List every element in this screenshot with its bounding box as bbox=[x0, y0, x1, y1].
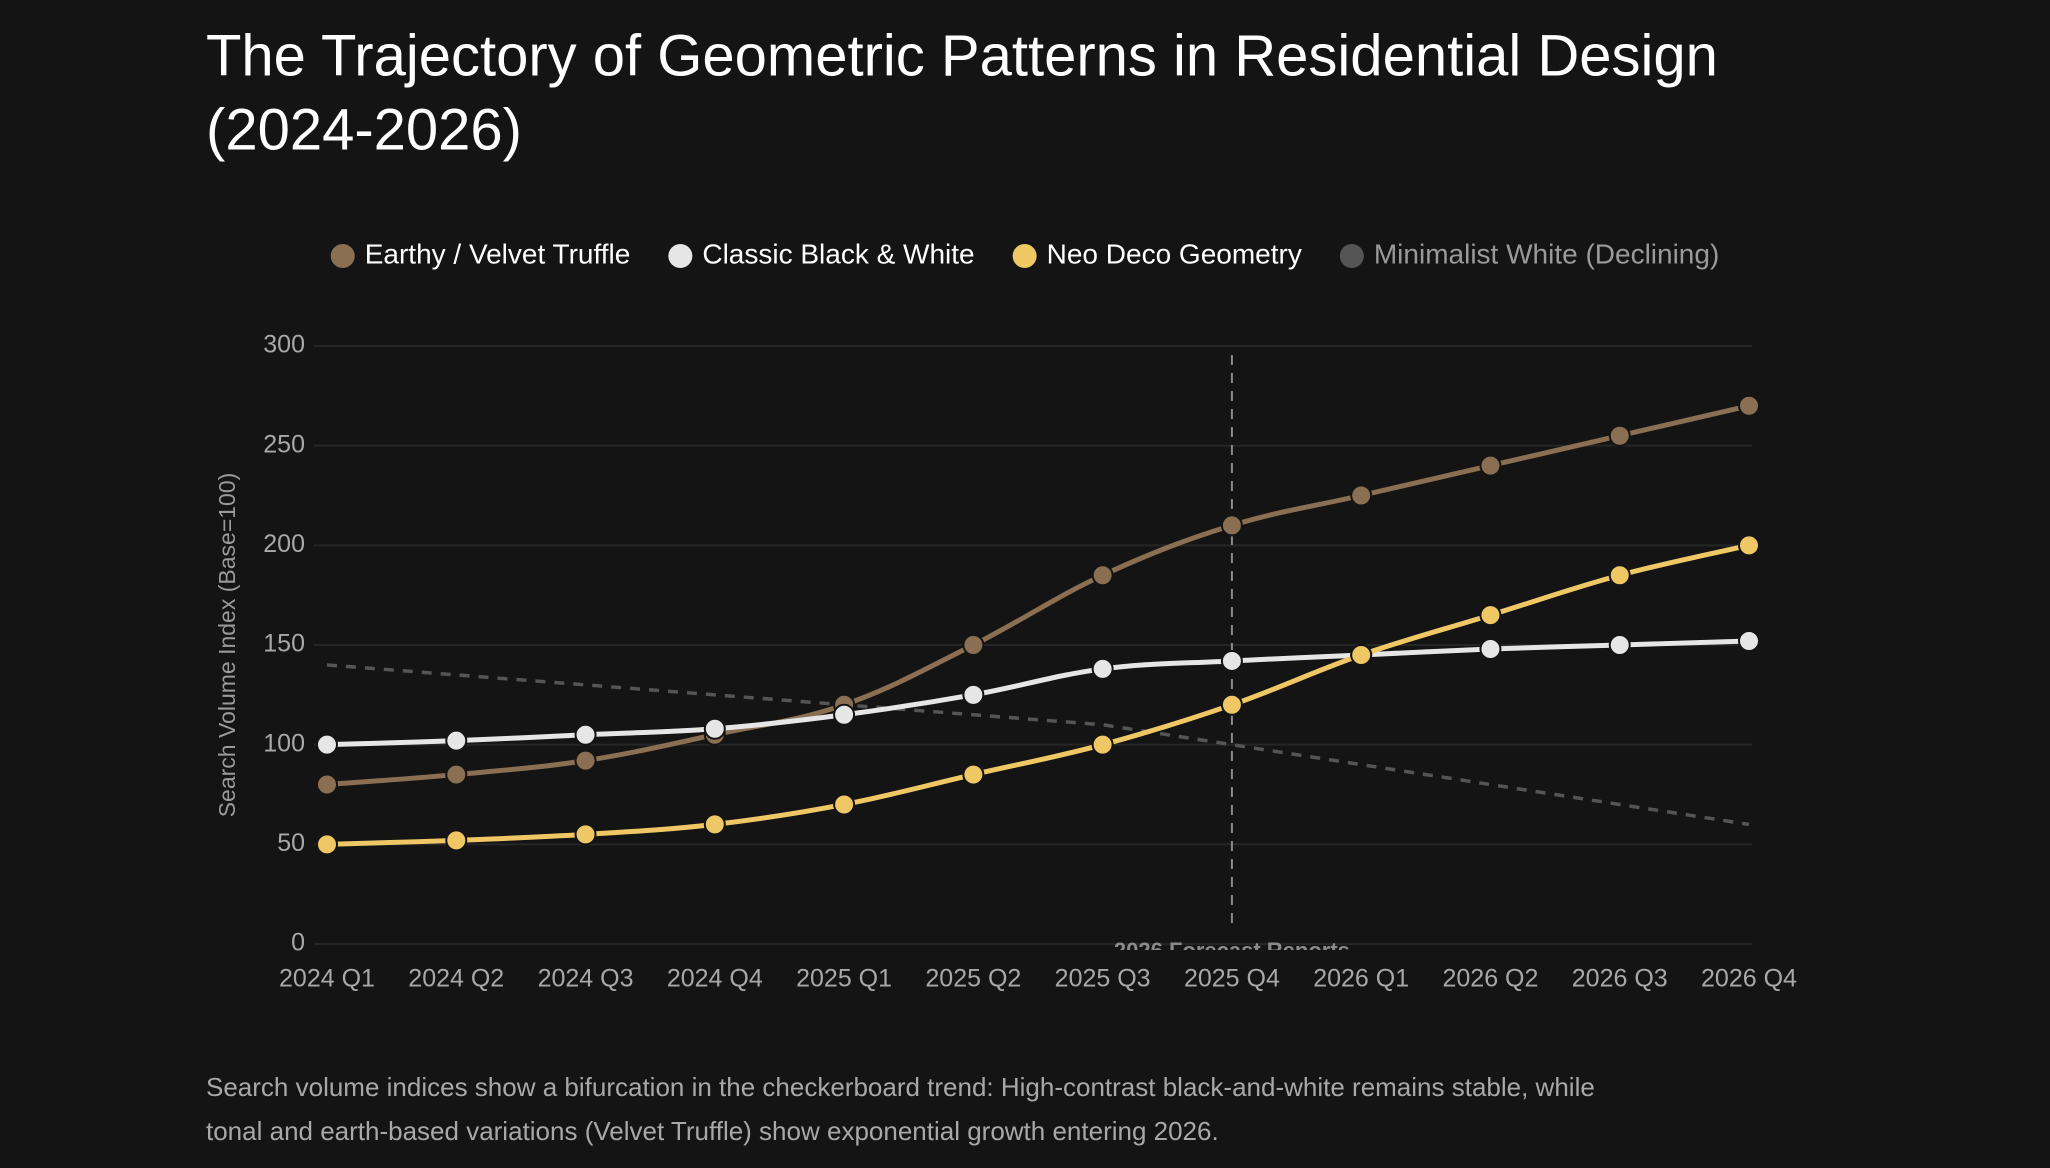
caption: Search volume indices show a bifurcation… bbox=[206, 1072, 1595, 1102]
y-tick-label: 200 bbox=[263, 530, 305, 558]
x-tick-label: 2026 Q2 bbox=[1442, 965, 1538, 993]
y-axis-title: Search Volume Index (Base=100) bbox=[214, 473, 240, 818]
data-point bbox=[316, 833, 338, 856]
y-tick-label: 150 bbox=[263, 630, 305, 658]
legend-swatch bbox=[330, 244, 355, 268]
y-tick-label: 250 bbox=[263, 430, 305, 458]
data-point bbox=[833, 793, 856, 816]
y-tick-label: 0 bbox=[291, 929, 305, 957]
data-point bbox=[1350, 643, 1373, 666]
annotation-label: 2026 Forecast Reports bbox=[1114, 938, 1350, 963]
caption: tonal and earth-based variations (Velvet… bbox=[206, 1116, 1219, 1146]
data-point bbox=[445, 763, 468, 786]
legend-label: Earthy / Velvet Truffle bbox=[365, 238, 631, 269]
series-line bbox=[326, 403, 1750, 788]
x-tick-label: 2024 Q2 bbox=[408, 965, 504, 993]
x-tick-label: 2024 Q3 bbox=[538, 965, 634, 993]
x-tick-label: 2025 Q3 bbox=[1055, 965, 1151, 993]
legend-label: Classic Black & White bbox=[702, 238, 974, 269]
y-tick-label: 50 bbox=[277, 829, 305, 857]
data-point bbox=[1220, 514, 1243, 537]
series-line bbox=[326, 663, 1750, 827]
data-point bbox=[316, 733, 338, 756]
x-tick-label: 2026 Q4 bbox=[1701, 965, 1797, 993]
data-point bbox=[445, 729, 468, 752]
series-line bbox=[326, 638, 1750, 748]
x-tick-label: 2024 Q1 bbox=[279, 965, 375, 993]
y-tick-label: 300 bbox=[263, 331, 305, 359]
chart-title: The Trajectory of Geometric Patterns in … bbox=[206, 23, 1718, 88]
x-tick-label: 2026 Q3 bbox=[1572, 965, 1668, 993]
legend-label: Neo Deco Geometry bbox=[1047, 238, 1302, 269]
x-tick-label: 2025 Q2 bbox=[925, 965, 1021, 993]
data-point bbox=[1738, 534, 1760, 557]
x-tick-label: 2025 Q4 bbox=[1184, 965, 1280, 993]
data-point bbox=[703, 813, 726, 836]
y-tick-label: 100 bbox=[263, 729, 305, 757]
series-line bbox=[326, 542, 1750, 847]
data-point bbox=[1608, 634, 1631, 656]
data-point bbox=[1608, 424, 1631, 447]
data-point bbox=[962, 763, 985, 786]
data-point bbox=[1091, 657, 1114, 680]
data-point bbox=[1738, 394, 1760, 417]
annotation-group: 2026 Forecast Reports bbox=[1114, 938, 1350, 963]
data-point bbox=[1738, 630, 1760, 653]
data-point bbox=[574, 823, 597, 846]
legend-label: Minimalist White (Declining) bbox=[1374, 238, 1719, 269]
data-point bbox=[1220, 649, 1243, 672]
data-point bbox=[1220, 693, 1243, 716]
data-point bbox=[833, 703, 856, 726]
legend-swatch bbox=[1339, 244, 1364, 268]
data-point bbox=[962, 634, 985, 656]
data-point bbox=[1479, 637, 1502, 660]
data-point bbox=[1350, 484, 1373, 507]
legend-swatch bbox=[668, 244, 693, 268]
data-point bbox=[1608, 564, 1631, 587]
data-point bbox=[316, 773, 338, 796]
data-point bbox=[1479, 604, 1502, 627]
legend: Earthy / Velvet Truffle Classic Black & W… bbox=[330, 238, 1719, 269]
data-point bbox=[574, 723, 597, 746]
data-point bbox=[1091, 564, 1114, 587]
x-tick-label: 2025 Q1 bbox=[796, 965, 892, 993]
data-point bbox=[962, 683, 985, 706]
data-point bbox=[574, 749, 597, 772]
chart-title: (2024-2026) bbox=[206, 97, 522, 162]
x-tick-label: 2024 Q4 bbox=[667, 965, 763, 993]
x-tick-label: 2026 Q1 bbox=[1313, 965, 1409, 993]
data-point bbox=[703, 717, 726, 740]
data-point bbox=[1479, 454, 1502, 477]
legend-swatch bbox=[1012, 244, 1037, 268]
data-point bbox=[445, 829, 468, 852]
data-point bbox=[1091, 733, 1114, 756]
